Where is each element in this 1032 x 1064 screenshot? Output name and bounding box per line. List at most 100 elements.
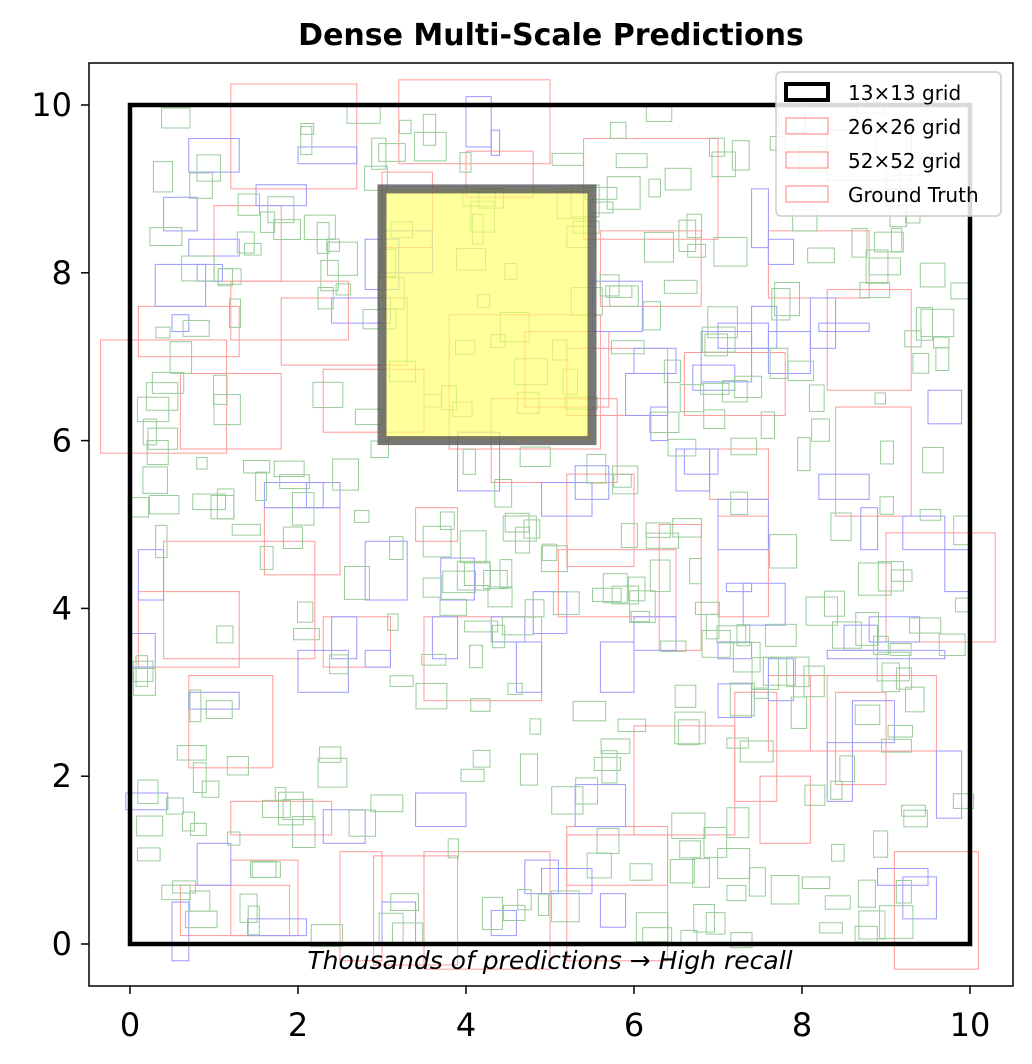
small-prediction-box: [551, 152, 584, 166]
small-prediction-box: [279, 474, 310, 490]
medium-prediction-box: [599, 893, 627, 928]
small-prediction-box: [541, 543, 558, 561]
medium-prediction-box: [700, 331, 753, 383]
medium-prediction-box: [188, 138, 240, 173]
small-prediction-box: [398, 119, 412, 135]
small-prediction-box: [146, 440, 169, 466]
legend-label-26x26: 26×26 grid: [848, 115, 961, 139]
small-prediction-box: [319, 746, 342, 763]
small-prediction-box: [612, 465, 639, 495]
small-prediction-box: [711, 151, 736, 178]
small-prediction-box: [824, 895, 851, 910]
small-prediction-box: [523, 519, 541, 539]
small-prediction-box: [196, 154, 221, 182]
medium-prediction-box: [331, 616, 358, 660]
medium-prediction-box: [851, 700, 895, 744]
legend-label-52x52: 52×52 grid: [848, 149, 961, 173]
small-prediction-box: [507, 682, 523, 695]
small-prediction-box: [689, 557, 702, 585]
small-prediction-box: [145, 382, 179, 411]
small-prediction-box: [922, 446, 944, 474]
small-prediction-box: [823, 590, 846, 617]
large-prediction-box: [398, 79, 551, 165]
small-prediction-box: [887, 724, 913, 738]
small-prediction-box: [769, 347, 789, 379]
large-prediction-box: [633, 725, 736, 836]
small-prediction-box: [501, 616, 534, 636]
small-prediction-box: [460, 768, 485, 782]
small-prediction-box: [274, 787, 287, 801]
small-prediction-box: [136, 815, 164, 837]
small-prediction-box: [660, 640, 687, 653]
small-prediction-box: [760, 411, 776, 439]
legend-swatch-13x13: [784, 82, 830, 102]
small-prediction-box: [709, 137, 725, 157]
medium-prediction-box: [154, 263, 207, 307]
small-prediction-box: [859, 281, 891, 299]
small-prediction-box: [155, 326, 171, 339]
small-prediction-box: [909, 617, 942, 634]
medium-prediction-box: [541, 482, 593, 517]
small-prediction-box: [481, 896, 503, 931]
small-prediction-box: [149, 227, 183, 246]
small-prediction-box: [227, 831, 241, 846]
small-prediction-box: [291, 492, 315, 526]
small-prediction-box: [463, 562, 491, 586]
small-prediction-box: [705, 912, 726, 935]
small-prediction-box: [514, 526, 531, 554]
small-prediction-box: [210, 494, 235, 520]
large-prediction-box: [809, 675, 937, 752]
small-prediction-box: [613, 473, 632, 488]
medium-prediction-box: [751, 188, 769, 249]
small-prediction-box: [216, 625, 234, 644]
small-prediction-box: [703, 409, 726, 430]
large-prediction-box: [423, 851, 551, 970]
medium-prediction-box: [263, 482, 324, 509]
small-prediction-box: [667, 438, 697, 457]
small-prediction-box: [764, 623, 797, 647]
small-prediction-box: [803, 665, 825, 698]
small-prediction-box: [142, 418, 157, 446]
medium-prediction-box: [171, 901, 190, 962]
small-prediction-box: [629, 590, 656, 623]
legend-label-13x13: 13×13 grid: [848, 81, 961, 105]
medium-prediction-box: [742, 582, 786, 626]
small-prediction-box: [149, 494, 180, 515]
small-prediction-box: [664, 167, 692, 191]
small-prediction-box: [919, 262, 946, 288]
medium-prediction-box: [767, 331, 811, 374]
small-prediction-box: [726, 807, 750, 839]
medium-prediction-box: [767, 238, 795, 265]
small-prediction-box: [734, 375, 763, 398]
small-prediction-box: [502, 515, 537, 542]
small-prediction-box: [364, 165, 388, 191]
medium-prediction-box: [297, 146, 358, 165]
small-prediction-box: [730, 437, 758, 456]
small-prediction-box: [317, 757, 348, 788]
small-prediction-box: [952, 793, 975, 809]
x-tick-label: 4: [456, 1006, 476, 1044]
medium-prediction-box: [431, 616, 459, 660]
small-prediction-box: [687, 243, 707, 258]
small-prediction-box: [790, 696, 808, 729]
small-prediction-box: [335, 283, 352, 296]
small-prediction-box: [137, 779, 159, 805]
small-prediction-box: [904, 330, 922, 348]
large-prediction-box: [759, 775, 811, 844]
small-prediction-box: [629, 863, 653, 881]
small-prediction-box: [831, 621, 862, 649]
small-prediction-box: [731, 140, 750, 171]
small-prediction-box: [919, 508, 942, 521]
medium-prediction-box: [163, 196, 198, 232]
medium-prediction-box: [826, 742, 853, 802]
legend: 13×13 grid 26×26 grid 52×52 grid Ground …: [775, 71, 1002, 217]
small-prediction-box: [586, 454, 607, 484]
small-prediction-box: [147, 427, 179, 450]
small-prediction-box: [730, 932, 753, 949]
small-prediction-box: [830, 512, 852, 541]
small-prediction-box: [645, 522, 671, 538]
small-prediction-box: [176, 745, 207, 761]
small-prediction-box: [736, 624, 751, 647]
medium-box-layer: [125, 96, 971, 962]
medium-prediction-box: [196, 842, 232, 886]
